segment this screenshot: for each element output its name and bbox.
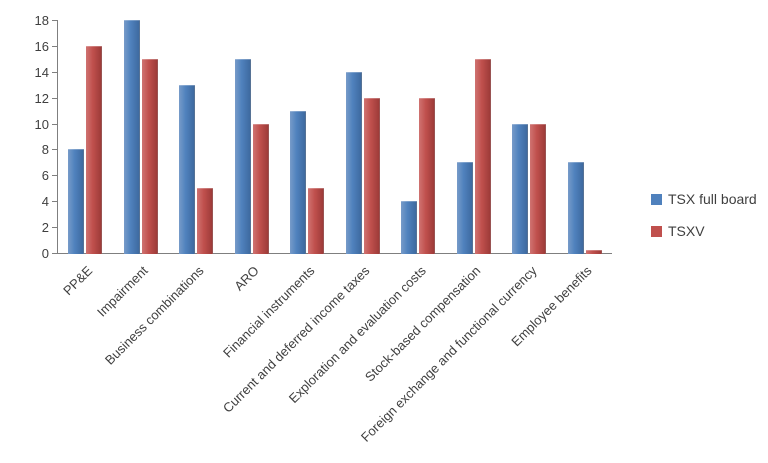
y-tick-mark	[52, 253, 57, 254]
bar-tsx-full-board	[512, 124, 528, 254]
y-tick-mark	[52, 97, 57, 99]
x-category-label: PP&E	[60, 263, 96, 299]
x-category-label: Business combinations	[101, 263, 207, 368]
bar-tsxv	[142, 59, 158, 254]
bar-tsxv	[364, 98, 380, 254]
y-tick-label: 0	[41, 246, 49, 261]
bar-tsxv	[419, 98, 435, 254]
y-tick-mark	[52, 149, 57, 151]
y-tick-mark	[52, 20, 57, 21]
y-tick-label: 4	[41, 194, 49, 210]
y-tick-label: 12	[34, 90, 49, 106]
bar-tsx-full-board	[68, 149, 84, 254]
bar-tsxv	[475, 59, 491, 254]
bar-tsxv	[586, 250, 602, 254]
y-tick-mark	[52, 123, 57, 125]
bar-tsxv	[253, 124, 269, 254]
y-tick-mark	[52, 227, 57, 229]
x-axis-line	[57, 253, 612, 254]
y-tick-label: 2	[41, 220, 49, 236]
y-tick-label: 16	[34, 38, 49, 54]
bar-tsx-full-board	[568, 162, 584, 254]
bar-tsxv	[530, 124, 546, 254]
x-category-label: Financial instruments	[219, 263, 318, 361]
y-tick-label: 18	[34, 13, 49, 28]
y-tick-label: 6	[41, 168, 49, 184]
y-tick-label: 8	[41, 142, 49, 158]
y-tick-mark	[52, 71, 57, 73]
legend-label: TSXV	[668, 223, 705, 239]
bar-tsxv	[86, 46, 102, 254]
legend-item-tsxv: TSXV	[651, 223, 757, 239]
y-axis-line	[57, 20, 58, 253]
x-category-label: ARO	[231, 263, 262, 294]
bar-tsx-full-board	[179, 85, 195, 254]
y-tick-mark	[52, 175, 57, 177]
bar-tsxv	[308, 188, 324, 254]
y-tick-label: 14	[34, 64, 49, 80]
x-category-label: Stock-based compensation	[362, 263, 484, 385]
bar-tsx-full-board	[346, 72, 362, 254]
legend-swatch-icon	[651, 193, 662, 205]
bar-tsx-full-board	[235, 59, 251, 254]
y-tick-mark	[52, 201, 57, 203]
legend-swatch-icon	[651, 225, 662, 237]
legend-item-tsx-full-board: TSX full board	[651, 191, 757, 207]
y-tick-mark	[52, 45, 57, 47]
legend: TSX full board TSXV	[651, 191, 757, 255]
y-tick-label: 10	[34, 116, 49, 132]
bar-tsx-full-board	[457, 162, 473, 254]
bar-tsx-full-board	[124, 20, 140, 254]
bar-tsx-full-board	[290, 111, 306, 254]
bar-tsx-full-board	[401, 201, 417, 254]
bar-tsxv	[197, 188, 213, 254]
x-category-label: Impairment	[94, 263, 151, 320]
legend-label: TSX full board	[668, 191, 757, 207]
